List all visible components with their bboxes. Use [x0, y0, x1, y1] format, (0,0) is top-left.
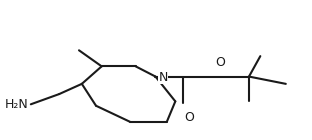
Text: O: O: [216, 56, 226, 69]
Text: H₂N: H₂N: [5, 98, 29, 111]
Text: O: O: [185, 111, 194, 124]
Text: N: N: [158, 71, 168, 84]
